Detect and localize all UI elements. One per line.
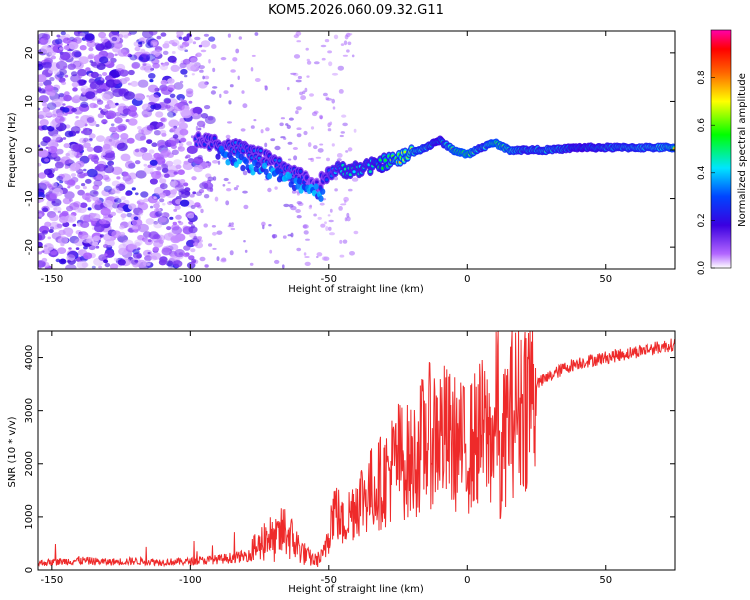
top-y-tick-label: -10: [24, 190, 35, 206]
bottom-y-tick-label: 2000: [24, 451, 35, 476]
bottom-x-tick-label: 50: [599, 575, 612, 586]
bottom-x-axis-label: Height of straight line (km): [288, 584, 424, 595]
bottom-y-tick-label: 4000: [24, 345, 35, 370]
top-y-tick-label: 0: [24, 147, 35, 153]
colorbar-ticks: 0.0 0.2 0.4 0.6 0.8: [697, 70, 715, 275]
bottom-y-tick-label: 1000: [24, 504, 35, 529]
top-x-tick-label: 50: [599, 274, 612, 285]
top-y-tick-label: -20: [24, 239, 35, 255]
noise-speckle: [38, 31, 359, 269]
top-y-tick-label: 20: [24, 46, 35, 59]
colorbar-label: Normalized spectral amplitude: [737, 73, 748, 227]
top-x-tick-label: -150: [40, 274, 63, 285]
top-y-tick-label: 10: [24, 95, 35, 108]
colorbar-tick-label: 0.6: [697, 118, 707, 133]
colorbar-tick-label: 0.0: [697, 261, 707, 276]
top-x-axis-label: Height of straight line (km): [288, 284, 424, 295]
bottom-x-tick-label: -150: [40, 575, 63, 586]
top-x-axis: -150 -100 -50 0 50: [40, 31, 612, 285]
bottom-x-axis: -150 -100 -50 0 50: [40, 331, 612, 586]
colorbar-gradient: [710, 29, 732, 269]
top-y-axis-label: Frequency (Hz): [7, 112, 18, 188]
bottom-y-tick-label: 0: [24, 567, 35, 573]
bottom-x-tick-label: -100: [179, 575, 202, 586]
top-x-tick-label: -100: [179, 274, 202, 285]
colorbar-tick-label: 0.8: [697, 70, 707, 85]
spectrogram-image: [38, 31, 675, 269]
top-x-tick-label: -50: [321, 274, 337, 285]
top-x-tick-label: 0: [464, 274, 470, 285]
bottom-y-tick-label: 3000: [24, 398, 35, 423]
figure-title: KOM5.2026.060.09.32.G11: [268, 3, 444, 18]
snr-series-line: [38, 331, 675, 568]
bottom-x-tick-label: 0: [464, 575, 470, 586]
colorbar-tick-label: 0.4: [697, 165, 707, 180]
bottom-x-tick-label: -50: [321, 575, 337, 586]
colorbar-tick-label: 0.2: [697, 213, 707, 227]
bottom-y-axis-label: SNR (10 * v/v): [7, 416, 18, 487]
snr-frame: [37, 330, 676, 571]
colorbar: 0.0 0.2 0.4 0.6 0.8 Normalized spectral ampl…: [697, 29, 748, 275]
top-y-axis: -20 -10 0 10 20: [24, 46, 675, 255]
bottom-y-axis: 0 1000 2000 3000 4000: [24, 345, 675, 573]
frequency-ridge: [192, 130, 675, 202]
